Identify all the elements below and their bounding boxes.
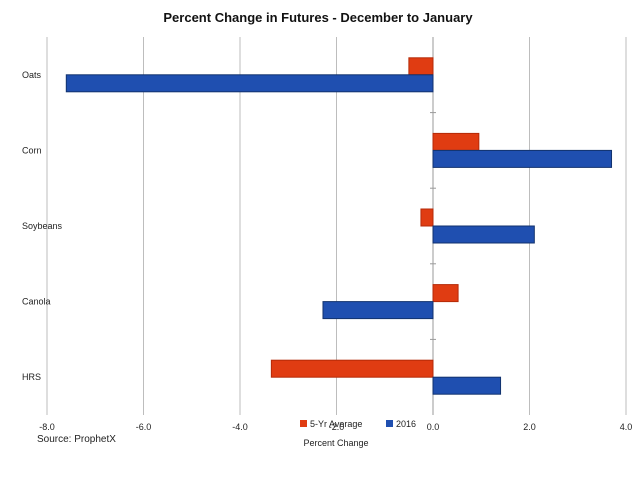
category-label: HRS (22, 372, 41, 382)
category-label: Corn (22, 145, 42, 155)
legend-label: 5-Yr Average (310, 419, 362, 429)
x-tick-label: -6.0 (136, 422, 152, 432)
category-label: Soybeans (22, 221, 63, 231)
bar-5-yr-average (432, 284, 459, 303)
category-ticks (430, 112, 436, 340)
x-tick-labels: -8.0 -6.0 -4.0 -2.0 0.0 2.0 4.0 (39, 422, 632, 432)
category-label: Oats (22, 70, 42, 80)
category-label: Canola (22, 297, 51, 307)
legend-label: 2016 (396, 419, 416, 429)
bar-5-yr-average (270, 359, 434, 378)
x-axis-label: Percent Change (303, 438, 368, 448)
legend-swatch (386, 420, 393, 427)
bar-5-yr-average (432, 132, 480, 151)
bar-2016 (432, 225, 535, 244)
bar-2016 (432, 149, 613, 168)
grid (46, 37, 627, 415)
bar-2016 (65, 74, 434, 93)
legend-swatch (300, 420, 307, 427)
category-labels: Oats Corn Soybeans Canola HRS (22, 70, 63, 382)
x-tick-label: 4.0 (620, 422, 633, 432)
x-tick-label: -4.0 (232, 422, 248, 432)
bar-2016 (432, 376, 502, 395)
bars (65, 57, 613, 395)
x-tick-label: -2.0 (329, 422, 345, 432)
chart-title: Percent Change in Futures - December to … (163, 10, 473, 25)
x-tick-label: 2.0 (523, 422, 536, 432)
bar-2016 (322, 301, 434, 320)
source-note: Source: ProphetX (37, 434, 116, 445)
x-tick-label: 0.0 (427, 422, 440, 432)
bar-5-yr-average (420, 208, 434, 227)
bar-5-yr-average (408, 57, 434, 76)
x-tick-label: -8.0 (39, 422, 55, 432)
legend: 5-Yr Average 2016 (300, 419, 416, 429)
